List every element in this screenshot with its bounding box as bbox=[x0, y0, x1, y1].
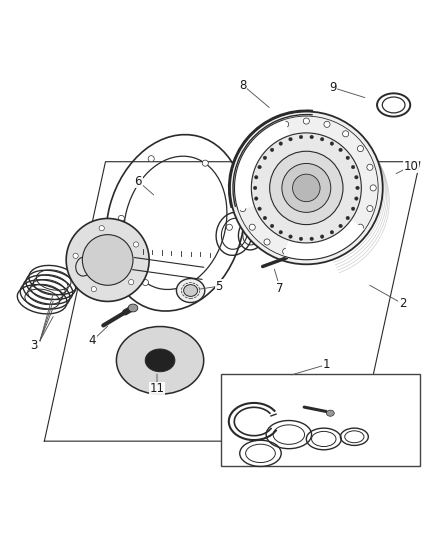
Circle shape bbox=[226, 224, 233, 230]
Polygon shape bbox=[284, 220, 364, 260]
Ellipse shape bbox=[326, 410, 334, 416]
Circle shape bbox=[279, 230, 283, 234]
Circle shape bbox=[118, 215, 124, 222]
Circle shape bbox=[254, 186, 257, 190]
Circle shape bbox=[299, 237, 303, 240]
Circle shape bbox=[324, 122, 330, 127]
Circle shape bbox=[263, 156, 267, 159]
Circle shape bbox=[367, 206, 373, 212]
Circle shape bbox=[310, 237, 314, 240]
Ellipse shape bbox=[184, 285, 198, 296]
Circle shape bbox=[270, 151, 343, 224]
Polygon shape bbox=[234, 119, 290, 210]
Circle shape bbox=[82, 235, 133, 285]
Circle shape bbox=[254, 175, 258, 179]
Circle shape bbox=[289, 235, 292, 238]
Circle shape bbox=[230, 111, 383, 264]
Circle shape bbox=[310, 135, 314, 139]
Circle shape bbox=[330, 142, 334, 146]
Circle shape bbox=[249, 146, 255, 152]
Circle shape bbox=[249, 224, 255, 230]
Circle shape bbox=[346, 156, 350, 159]
Text: 2: 2 bbox=[399, 297, 406, 310]
Circle shape bbox=[258, 207, 261, 211]
Circle shape bbox=[320, 138, 324, 141]
Circle shape bbox=[370, 185, 376, 191]
Circle shape bbox=[283, 122, 289, 127]
Circle shape bbox=[279, 142, 283, 146]
Ellipse shape bbox=[288, 252, 296, 259]
Circle shape bbox=[283, 248, 289, 255]
Circle shape bbox=[299, 135, 303, 139]
Circle shape bbox=[251, 133, 361, 243]
Ellipse shape bbox=[117, 327, 204, 394]
Text: 1: 1 bbox=[322, 358, 330, 372]
Circle shape bbox=[196, 284, 202, 290]
Circle shape bbox=[128, 279, 134, 285]
Circle shape bbox=[73, 253, 78, 259]
Text: 10: 10 bbox=[404, 159, 419, 173]
Circle shape bbox=[339, 224, 343, 228]
Circle shape bbox=[357, 224, 364, 230]
Circle shape bbox=[142, 279, 148, 286]
Circle shape bbox=[343, 131, 349, 137]
Ellipse shape bbox=[145, 349, 175, 372]
Circle shape bbox=[264, 239, 270, 245]
Text: 7: 7 bbox=[276, 282, 284, 295]
Circle shape bbox=[99, 225, 104, 231]
Circle shape bbox=[263, 216, 267, 220]
Circle shape bbox=[330, 230, 334, 234]
Circle shape bbox=[264, 131, 270, 137]
Text: 8: 8 bbox=[239, 79, 247, 92]
Circle shape bbox=[346, 216, 350, 220]
Circle shape bbox=[270, 224, 274, 228]
Circle shape bbox=[324, 248, 330, 255]
Circle shape bbox=[202, 160, 208, 166]
Circle shape bbox=[355, 175, 358, 179]
Circle shape bbox=[91, 287, 96, 292]
Circle shape bbox=[254, 197, 258, 200]
Circle shape bbox=[270, 148, 274, 151]
Text: 11: 11 bbox=[149, 382, 165, 395]
Circle shape bbox=[320, 235, 324, 238]
Circle shape bbox=[351, 207, 355, 211]
Circle shape bbox=[237, 185, 243, 191]
Circle shape bbox=[289, 138, 292, 141]
Circle shape bbox=[303, 118, 309, 124]
Circle shape bbox=[282, 164, 331, 212]
Circle shape bbox=[367, 164, 373, 171]
Circle shape bbox=[240, 206, 246, 212]
Circle shape bbox=[355, 197, 358, 200]
Circle shape bbox=[66, 219, 149, 302]
Text: 3: 3 bbox=[30, 338, 37, 352]
Bar bbox=[221, 374, 420, 466]
Circle shape bbox=[343, 239, 349, 245]
Circle shape bbox=[357, 146, 364, 152]
Circle shape bbox=[240, 164, 246, 171]
Ellipse shape bbox=[177, 279, 205, 303]
Text: 5: 5 bbox=[215, 280, 223, 293]
Circle shape bbox=[303, 252, 309, 258]
Circle shape bbox=[148, 156, 154, 162]
Text: 4: 4 bbox=[88, 334, 96, 347]
Text: 6: 6 bbox=[134, 175, 142, 188]
Ellipse shape bbox=[128, 304, 138, 312]
Circle shape bbox=[258, 165, 261, 169]
Circle shape bbox=[134, 242, 139, 247]
Circle shape bbox=[339, 148, 343, 151]
Text: 9: 9 bbox=[329, 81, 336, 94]
Circle shape bbox=[356, 186, 359, 190]
Circle shape bbox=[351, 165, 355, 169]
Circle shape bbox=[293, 174, 320, 201]
